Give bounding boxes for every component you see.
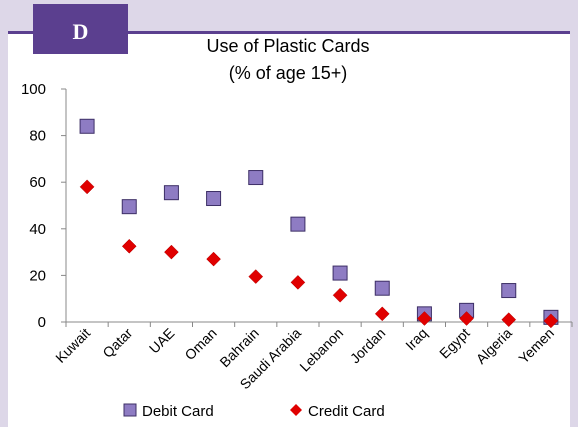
debit-card-point <box>332 265 348 281</box>
x-tick-label: Lebanon <box>296 325 346 375</box>
x-tick-label: Qatar <box>99 325 135 361</box>
debit-card-point <box>163 185 179 201</box>
x-tick-label: Kuwait <box>52 325 93 366</box>
x-tick-label: UAE <box>146 325 178 357</box>
debit-card-point <box>374 280 390 296</box>
plot-panel <box>8 32 570 427</box>
chart-title: Use of Plastic Cards <box>206 36 369 56</box>
credit-card-point <box>121 238 137 254</box>
x-tick-label: Iraq <box>402 325 430 353</box>
credit-card-point <box>543 313 559 329</box>
debit-card-point <box>79 118 95 134</box>
credit-card-point <box>79 179 95 195</box>
x-tick-label: Oman <box>181 325 219 363</box>
credit-card-point <box>206 251 221 267</box>
credit-card-point <box>459 311 474 326</box>
panel-label: D <box>33 4 128 54</box>
chart-subtitle: (% of age 15+) <box>229 63 348 83</box>
x-tick-label: Egypt <box>436 325 473 362</box>
y-tick-label: 40 <box>29 221 46 238</box>
legend-credit-label: Credit Card <box>308 403 385 420</box>
credit-card-point <box>164 244 179 260</box>
plot-area <box>79 118 559 329</box>
debit-card-point <box>501 283 517 299</box>
y-tick-label: 60 <box>29 174 46 191</box>
y-tick-label: 0 <box>38 314 46 331</box>
y-axis: 0 20 40 60 80 100 <box>21 81 66 331</box>
debit-card-point <box>290 216 306 232</box>
credit-card-point <box>501 312 517 328</box>
credit-card-point <box>332 287 348 303</box>
legend-debit-label: Debit Card <box>142 403 214 420</box>
y-tick-label: 100 <box>21 81 46 98</box>
header-rule <box>8 31 570 34</box>
legend: Debit Card Credit Card <box>123 403 385 420</box>
y-tick-label: 80 <box>29 128 46 145</box>
credit-card-point <box>290 275 306 290</box>
x-tick-label: Algeria <box>473 325 515 367</box>
debit-card-point <box>206 191 222 207</box>
debit-card-point <box>121 199 137 215</box>
credit-card-point <box>417 311 432 326</box>
legend-debit-swatch <box>123 403 137 417</box>
debit-card-point <box>248 170 264 186</box>
legend-credit-swatch <box>290 404 302 416</box>
credit-card-point <box>248 269 264 284</box>
x-tick-label: Yemen <box>515 325 557 367</box>
y-tick-label: 20 <box>29 267 46 284</box>
x-tick-label: Jordan <box>347 325 389 367</box>
credit-card-point <box>374 306 390 322</box>
